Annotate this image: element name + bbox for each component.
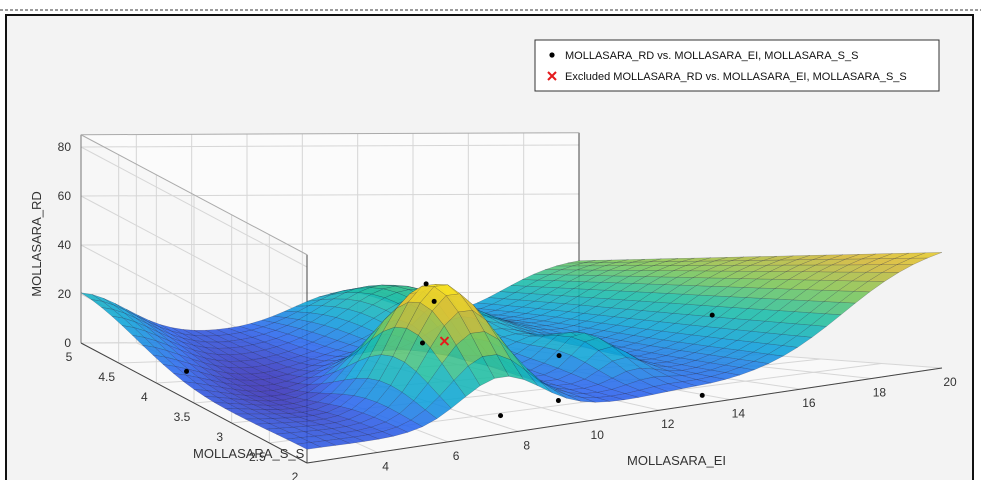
wall-grid-z <box>80 291 580 295</box>
y-tick-label: 5 <box>66 350 73 364</box>
excluded-point <box>439 336 450 346</box>
z-tick-label: 0 <box>64 336 71 350</box>
data-point <box>709 312 715 318</box>
x-axis-label: MOLLASARA_EI <box>627 453 726 468</box>
data-points <box>184 281 715 419</box>
z-tick-label: 40 <box>58 238 72 252</box>
data-point <box>423 281 429 287</box>
x-tick-label: 14 <box>732 407 746 421</box>
wall-grid-z <box>80 242 580 246</box>
data-point <box>555 398 561 404</box>
y-tick-label: 3 <box>216 430 223 444</box>
y-tick-label: 2 <box>292 470 299 480</box>
x-tick-label: 16 <box>802 396 816 410</box>
excluded-point-stroke <box>439 336 450 346</box>
surface-facet <box>845 253 877 260</box>
z-axis-label: MOLLASARA_RD <box>29 191 44 296</box>
y-tick-label: 2.5 <box>249 450 266 464</box>
x-axis-line <box>306 367 943 464</box>
side-grid-z <box>80 146 308 268</box>
box-edge <box>80 134 308 256</box>
surface-facet <box>878 252 910 259</box>
data-point <box>419 340 425 346</box>
surface-facet <box>911 252 943 259</box>
surface-plot: 4 6 8 10 12 14 16 18 20 2 2.5 3 3.5 4 4.5 50 20 40 60 80 MO… <box>29 39 957 480</box>
wall-grid-z <box>80 193 580 197</box>
box-edge <box>80 132 580 136</box>
x-tick-label: 18 <box>873 386 887 400</box>
data-point <box>431 298 437 304</box>
surface-facet <box>763 255 794 261</box>
z-tick-label: 60 <box>58 189 72 203</box>
figure-frame: 4 6 8 10 12 14 16 18 20 2 2.5 3 3.5 4 4.5 5 0 20 40 60 80 MO… <box>5 14 974 480</box>
legend: MOLLASARA_RD vs. MOLLASARA_EI, MOLLASARA… <box>534 39 940 92</box>
y-tick-label: 4.5 <box>98 370 115 384</box>
y-axis-label: MOLLASARA_S_S <box>193 446 305 461</box>
data-point <box>556 353 562 359</box>
y-tick-label: 3.5 <box>174 410 191 424</box>
legend-entry-data: MOLLASARA_RD vs. MOLLASARA_EI, MOLLASARA… <box>565 50 858 62</box>
surface-facet <box>567 260 596 264</box>
x-tick-label: 4 <box>382 459 389 473</box>
surface-facet <box>780 255 811 261</box>
z-tick-label: 20 <box>58 287 72 301</box>
surface-facet <box>698 257 728 262</box>
surface-facet <box>600 259 629 263</box>
y-tick-label: 4 <box>141 390 148 404</box>
legend-entry-excluded: Excluded MOLLASARA_RD vs. MOLLASARA_EI, … <box>565 71 907 83</box>
surface-facet <box>583 259 613 264</box>
surface-facet <box>862 253 893 260</box>
data-point <box>699 392 705 398</box>
y-axis-line <box>80 342 308 464</box>
surface-facet <box>714 256 745 262</box>
legend-x-marker <box>547 71 557 81</box>
x-tick-label: 6 <box>453 449 460 463</box>
fitted-surface <box>80 252 943 450</box>
z-tick-label: 80 <box>58 140 72 154</box>
legend-dot-marker <box>549 52 555 58</box>
wall-grid-z <box>80 144 580 148</box>
side-grid-z <box>80 195 308 317</box>
surface-facet <box>682 257 712 262</box>
tick-labels: 4 6 8 10 12 14 16 18 20 2 2.5 3 3.5 4 4.5 50 20 40 60 80 <box>58 140 957 480</box>
top-dashed-rule <box>0 9 981 11</box>
x-tick-label: 8 <box>523 438 530 452</box>
x-tick-label: 10 <box>591 428 605 442</box>
data-point <box>184 368 190 374</box>
x-tick-label: 12 <box>661 417 675 431</box>
x-tick-label: 20 <box>943 375 957 389</box>
legend-box <box>534 39 940 92</box>
data-point <box>498 413 504 419</box>
